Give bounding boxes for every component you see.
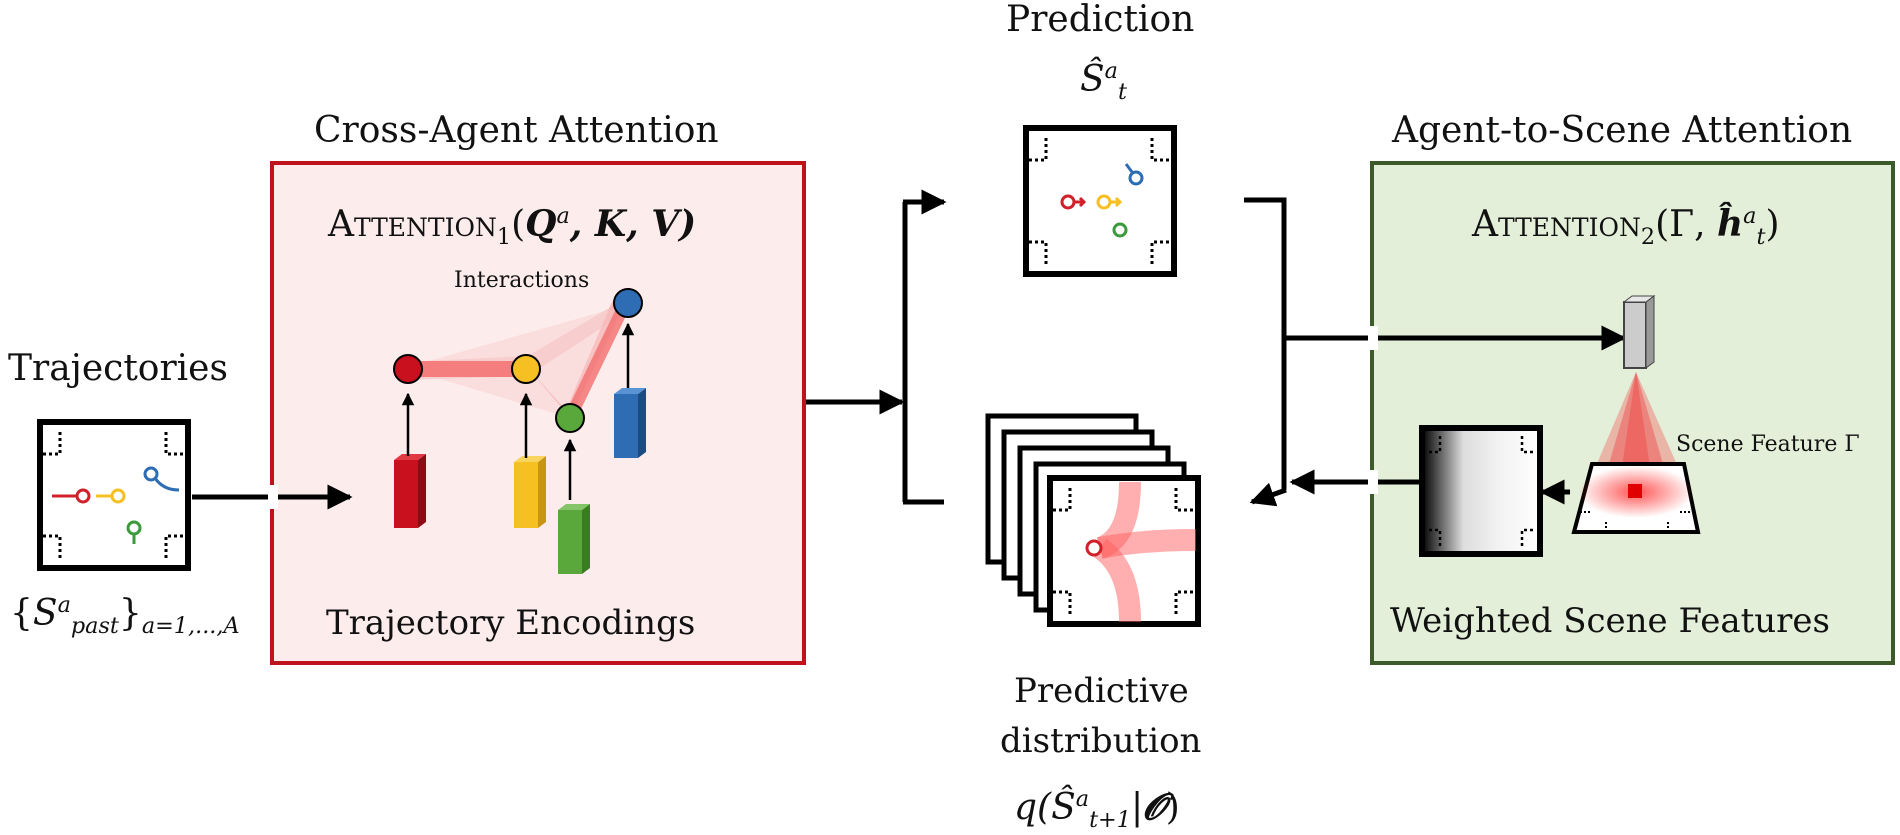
cross-agent-title: Cross-Agent Attention [314,110,719,151]
interactions-label: Interactions [454,268,590,293]
encoding-bar-red [394,454,426,528]
distribution-label: distribution [1000,721,1202,761]
query-vector [1622,295,1656,369]
predictive-distribution-formula: q(Ŝat+1|𝓞) [1014,786,1180,834]
attention2-formula: Attention2(Γ, ĥat) [1472,203,1780,251]
encoding-bar-green [558,504,590,574]
encoding-bar-yellow [514,456,546,528]
scene-feature-map [1571,462,1701,534]
scene-feature-label: Scene Feature Γ [1676,432,1860,457]
agent-to-scene-title: Agent-to-Scene Attention [1392,110,1853,151]
predictive-distribution-stack [985,413,1201,627]
predictive-label: Predictive [1014,671,1189,711]
attention1-formula: Attention1(Qa, K, V) [328,203,697,251]
prediction-label: Prediction [1006,0,1195,40]
agent-node-blue [613,288,643,318]
prediction-scene-map [1023,125,1177,277]
agent-node-green [555,403,585,433]
prediction-symbol: Ŝat [1080,58,1127,106]
weighted-scene-map [1419,425,1543,557]
trajectories-scene-map [37,419,191,571]
cross-agent-panel [270,161,806,665]
trajectory-encodings-label: Trajectory Encodings [326,603,696,643]
weighted-scene-features-label: Weighted Scene Features [1390,601,1830,641]
agent-node-red [393,354,423,384]
agent-node-yellow [511,354,541,384]
trajectories-label: Trajectories [8,348,228,389]
encoding-bar-blue [614,388,646,458]
past-trajectories-set: {Sapast}a=1,...,A [10,592,240,640]
